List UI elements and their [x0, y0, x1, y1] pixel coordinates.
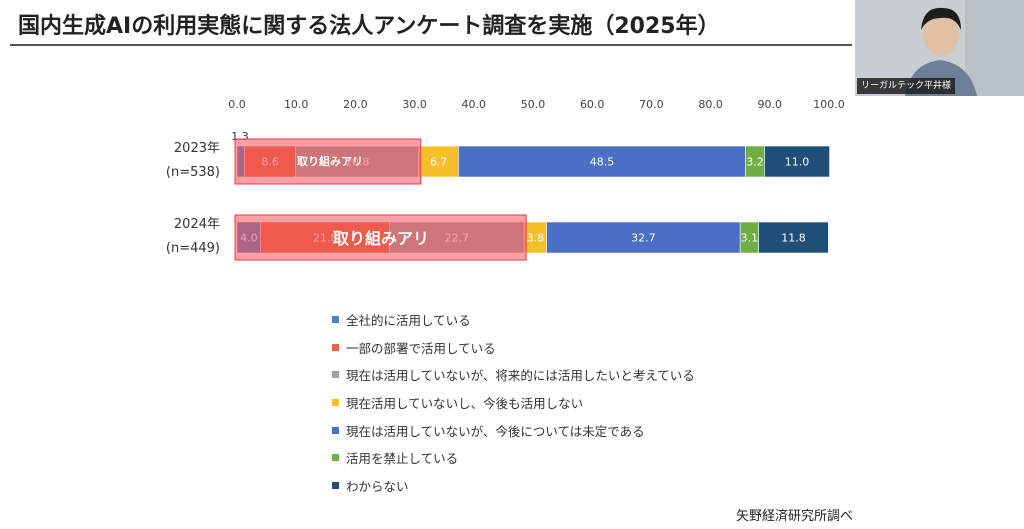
legend-label: 現在は活用していないが、今後については未定である: [346, 423, 645, 439]
legend-label: 現在活用していないし、今後も活用しない: [346, 396, 584, 412]
source-note: 矢野経済研究所調べ: [736, 509, 854, 524]
bar-segment: [458, 145, 746, 178]
legend-label: 全社的に活用している: [346, 313, 471, 329]
data-label: 48.5: [590, 156, 615, 169]
data-label: 3.2: [746, 156, 764, 169]
x-tick-label: 90.0: [758, 98, 783, 111]
legend-item: 活用を禁止している: [332, 444, 695, 472]
x-tick-label: 60.0: [580, 98, 605, 111]
category-year-label: 2024年: [174, 217, 220, 232]
category-year-label: 2023年: [174, 141, 220, 156]
title-divider: [10, 44, 852, 46]
x-tick-label: 50.0: [521, 98, 546, 111]
x-tick-label: 20.0: [343, 98, 368, 111]
participant-name-label: リーガルテック平井様: [857, 78, 956, 94]
legend-swatch: [332, 371, 339, 379]
legend-label: わからない: [346, 478, 409, 494]
data-label: 32.7: [631, 232, 656, 245]
x-tick-label: 80.0: [698, 98, 723, 111]
chart-legend: 全社的に活用している一部の部署で活用している現在は活用していないが、将来的には活…: [332, 306, 695, 499]
legend-item: わからない: [332, 472, 695, 500]
x-tick-label: 100.0: [813, 98, 845, 111]
highlight-label: 取り組みアリ: [333, 229, 429, 248]
category-n-label: (n=449): [166, 241, 220, 256]
legend-swatch: [332, 343, 339, 351]
highlight-label: 取り組みアリ: [297, 154, 363, 168]
data-label: 11.8: [781, 232, 806, 245]
x-tick-label: 10.0: [284, 98, 309, 111]
legend-item: 現在は活用していないが、今後については未定である: [332, 416, 695, 444]
legend-swatch: [332, 316, 339, 324]
highlight-box: [234, 214, 527, 261]
slide-title: 国内生成AIの利用実態に関する法人アンケート調査を実施（2025年）: [18, 14, 720, 39]
video-thumbnail[interactable]: リーガルテック平井様: [855, 0, 1024, 96]
x-tick-label: 40.0: [462, 98, 487, 111]
legend-swatch: [332, 481, 339, 489]
legend-item: 一部の部署で活用している: [332, 334, 695, 362]
x-tick-label: 70.0: [639, 98, 664, 111]
legend-label: 活用を禁止している: [346, 451, 459, 467]
legend-label: 一部の部署で活用している: [346, 340, 496, 356]
x-tick-label: 30.0: [402, 98, 427, 111]
bar-segment: [764, 145, 830, 178]
data-label: 6.7: [430, 156, 448, 169]
category-n-label: (n=538): [166, 165, 220, 180]
highlight-box: [234, 138, 422, 185]
data-label: 11.0: [785, 156, 810, 169]
legend-item: 現在は活用していないが、将来的には活用したいと考えている: [332, 361, 695, 389]
legend-swatch: [332, 454, 339, 462]
bar-segment: [546, 221, 741, 254]
legend-item: 全社的に活用している: [332, 306, 695, 334]
data-label: 3.1: [741, 232, 759, 245]
legend-item: 現在活用していないし、今後も活用しない: [332, 389, 695, 417]
legend-label: 現在は活用していないが、将来的には活用したいと考えている: [346, 368, 695, 384]
legend-swatch: [332, 426, 339, 434]
x-tick-label: 0.0: [228, 98, 246, 111]
bar-segment: [758, 221, 829, 254]
legend-swatch: [332, 399, 339, 407]
data-label: 3.8: [527, 232, 545, 245]
